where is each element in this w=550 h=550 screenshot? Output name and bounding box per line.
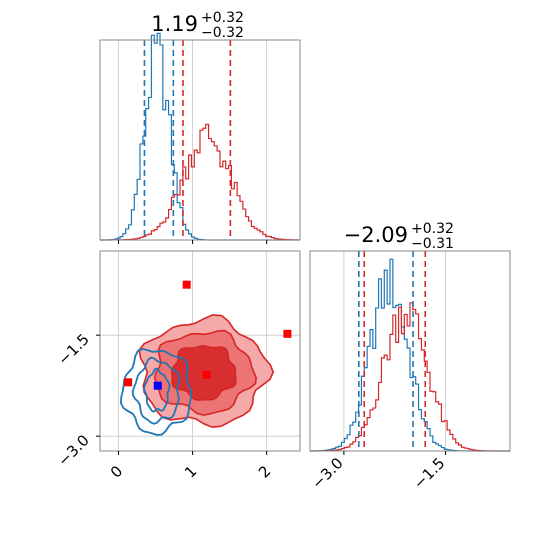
- marker-points: [124, 280, 292, 390]
- hist-2-x-tick-label: −3.0: [308, 454, 346, 492]
- hist-1-title: 1.19: [151, 12, 198, 36]
- hist-2-title-lower: −0.31: [411, 236, 454, 252]
- marker-point: [283, 329, 292, 338]
- histogram-series-red: [100, 123, 300, 241]
- hist-2-title-value: −2.09: [344, 223, 408, 247]
- contour-x-tick-label: 0: [107, 462, 126, 481]
- hist-1-title-value: 1.19: [151, 12, 198, 36]
- hist-panel-1: 1.19 +0.32 −0.32: [99, 10, 301, 244]
- contour-x-tick-label: 1: [181, 462, 200, 481]
- contour-panel: 0 1 2 −1.5 −3.0: [54, 250, 301, 482]
- blue-contours: [119, 347, 193, 436]
- contour-y-ticks: −1.5 −3.0: [54, 330, 100, 470]
- hist-1-gridlines: [118, 40, 268, 240]
- hist-1-frame: [99, 39, 301, 241]
- contour-frame: [99, 250, 301, 452]
- hist-1-quantile-lines: [143, 40, 232, 240]
- hist-2-quantile-lines: [358, 251, 427, 451]
- hist-panel-2: −3.0 −1.5 −2.09 +0.32 −0.31: [308, 221, 511, 493]
- contour-y-tick-label: −3.0: [54, 431, 92, 469]
- contour-y-tick-label: −1.5: [54, 330, 92, 368]
- hist-2-frame: [309, 250, 511, 452]
- contour-x-tick-label: 2: [255, 462, 274, 481]
- hist-1-tick-marks: [118, 240, 268, 244]
- histogram-series-blue: [310, 258, 510, 452]
- hist-2-x-ticks: −3.0 −1.5: [308, 451, 448, 493]
- hist-1-series: [100, 32, 300, 241]
- marker-point: [153, 381, 162, 390]
- hist-2-x-tick-label: −1.5: [410, 454, 448, 492]
- hist-1-title-upper: +0.32: [201, 10, 244, 26]
- blue-contour-level-1: [119, 347, 193, 436]
- hist-2-gridlines: [343, 251, 446, 451]
- marker-point: [202, 370, 211, 379]
- histogram-series-red: [310, 302, 510, 452]
- hist-2-title-upper: +0.32: [411, 221, 454, 237]
- blue-contour-level-3: [143, 367, 171, 413]
- contour-x-ticks: 0 1 2: [107, 451, 274, 482]
- blue-contour-level-2: [131, 356, 181, 425]
- marker-point: [182, 280, 191, 289]
- marker-point: [124, 378, 133, 387]
- hist-2-series: [310, 258, 510, 452]
- hist-1-title-lower: −0.32: [201, 25, 244, 41]
